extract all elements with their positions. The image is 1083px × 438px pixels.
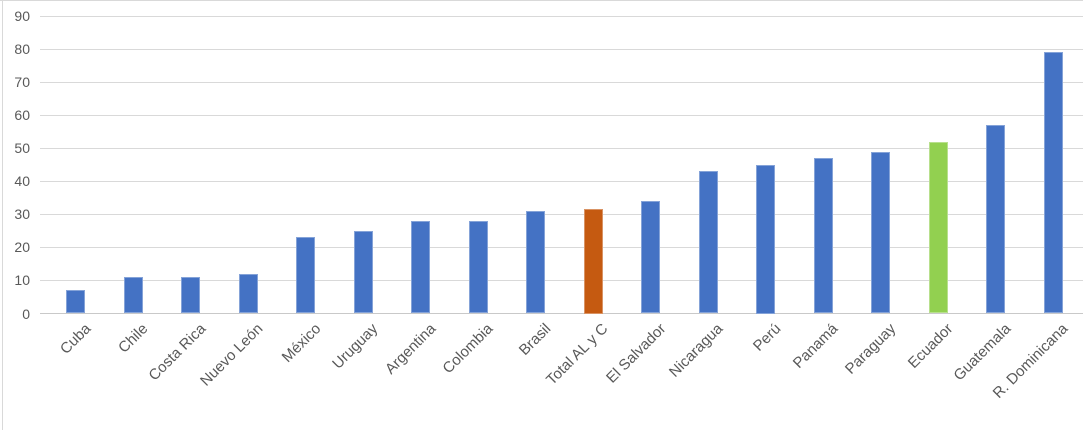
gridline-y50 [40, 147, 1083, 149]
bar-paraguay [871, 151, 890, 314]
x-axis-label: Brasil [515, 320, 554, 359]
y-axis-tick-label: 80 [14, 41, 30, 58]
x-axis-label: R. Dominicana [989, 320, 1072, 402]
bar-costa-rica [181, 277, 200, 314]
x-axis-label: Argentina [381, 320, 439, 378]
bar-el-salvador [641, 201, 660, 314]
y-axis-tick-label: 50 [14, 140, 30, 157]
bar-r-dominicana [1043, 52, 1063, 314]
x-axis-label: Guatemala [949, 320, 1014, 385]
x-axis-label: El Salvador [602, 320, 669, 387]
bar-brasil [526, 211, 545, 314]
y-axis-tick-label: 10 [14, 272, 30, 289]
bar-panam- [813, 158, 833, 314]
x-axis-label: Uruguay [329, 320, 382, 373]
y-axis-tick-label: 70 [14, 74, 30, 91]
x-axis-label: Costa Rica [144, 320, 209, 385]
bar-colombia [468, 220, 488, 314]
bar-ecuador [928, 141, 948, 314]
bar-nuevo-le-n [238, 273, 258, 314]
x-axis-label: Perú [749, 320, 784, 355]
bar-nicaragua [698, 171, 718, 314]
bar-chile [123, 277, 143, 314]
x-axis-label: Nicaragua [665, 320, 727, 381]
bar-total-al-y-c [583, 209, 603, 314]
x-axis-line [40, 313, 1083, 314]
bar-per- [756, 164, 775, 314]
gridline-y60 [40, 114, 1083, 116]
gridline-y70 [40, 81, 1083, 83]
bar-guatemala [986, 125, 1005, 314]
y-axis-tick-label: 0 [22, 305, 30, 322]
bar-m-xico [296, 237, 315, 314]
chart-border-top [0, 0, 1083, 1]
x-axis-label: Paraguay [841, 320, 899, 378]
y-axis-tick-label: 30 [14, 206, 30, 223]
x-axis-label: Colombia [439, 320, 497, 378]
gridline-y20 [40, 246, 1083, 248]
gridline-y80 [40, 48, 1083, 50]
x-axis-label: Panamá [789, 320, 842, 372]
gridline-y10 [40, 279, 1083, 281]
y-axis-tick-label: 60 [14, 107, 30, 124]
x-axis-label: Chile [115, 320, 152, 357]
x-axis-label: Nuevo León [197, 320, 267, 390]
gridline-y30 [40, 213, 1083, 215]
x-axis-label: Total AL y C [543, 320, 612, 389]
y-axis-tick-label: 40 [14, 173, 30, 190]
x-axis-label: Cuba [56, 320, 94, 358]
x-axis-label: Ecuador [904, 320, 957, 372]
y-axis-tick-label: 90 [14, 8, 30, 24]
y-axis-tick-label: 20 [14, 239, 30, 256]
bar-uruguay [353, 230, 373, 314]
chart-border-left [2, 0, 3, 430]
gridline-y90 [40, 15, 1083, 17]
gridline-y40 [40, 180, 1083, 182]
bar-cuba [66, 290, 85, 314]
bar-argentina [411, 220, 430, 314]
x-axis-label: México [278, 320, 324, 366]
